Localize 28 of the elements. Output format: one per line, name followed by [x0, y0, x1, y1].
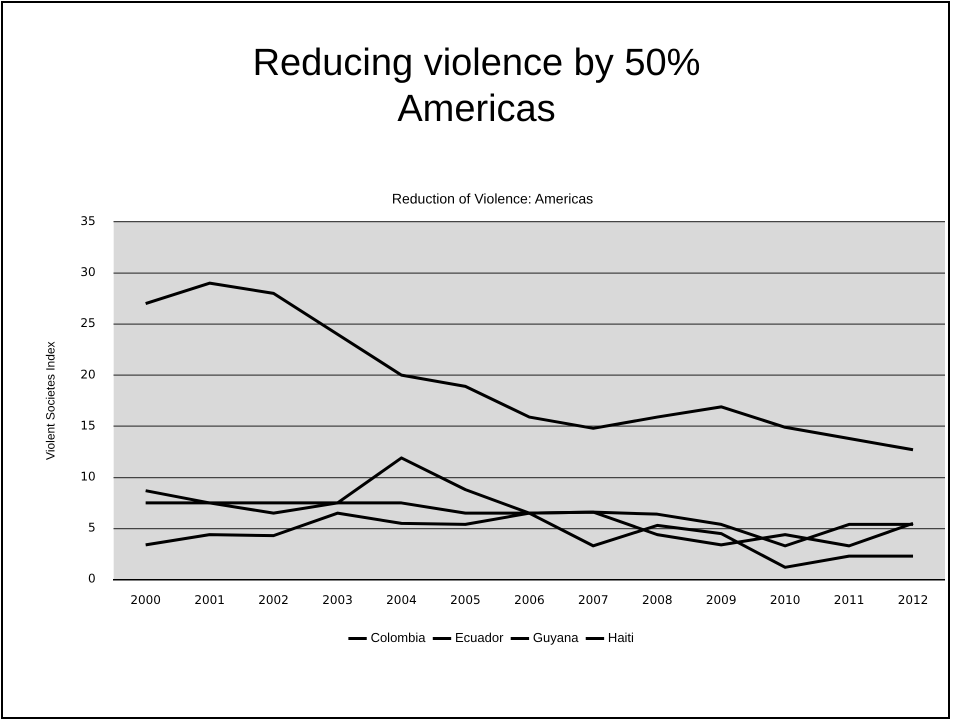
- y-tick-label: 35: [80, 214, 96, 228]
- x-tick-label: 2001: [194, 592, 225, 607]
- x-tick-label: 2009: [706, 592, 736, 607]
- x-tick-label: 2010: [770, 592, 800, 607]
- x-tick-label: 2005: [450, 592, 481, 607]
- y-tick-label: 10: [80, 469, 96, 484]
- x-tick-label: 2012: [898, 592, 928, 607]
- x-tick-label: 2007: [578, 592, 609, 607]
- y-tick-label: 5: [88, 520, 96, 535]
- y-axis-title: Violent Societes Index: [44, 341, 58, 460]
- legend-label: Colombia: [370, 630, 426, 646]
- x-tick-label: 2004: [386, 592, 417, 607]
- x-tick-label: 2000: [130, 592, 161, 607]
- chart-title: Reducing violence by 50% Americas: [252, 41, 702, 132]
- y-tick-label: 15: [80, 418, 96, 432]
- y-tick-label: 20: [80, 367, 96, 382]
- x-tick-label: 2003: [322, 592, 353, 607]
- legend-label: Ecuador: [454, 630, 504, 646]
- legend-label: Haiti: [608, 630, 634, 646]
- x-tick-label: 2008: [642, 592, 673, 607]
- legend-label: Guyana: [532, 630, 580, 646]
- x-tick-label: 2011: [834, 592, 864, 607]
- x-tick-label: 2002: [258, 592, 289, 607]
- chart-subtitle: Reduction of Violence: Americas: [392, 190, 594, 206]
- y-tick-label: 25: [80, 316, 96, 330]
- y-tick-label: 0: [88, 572, 96, 586]
- x-tick-label: 2006: [514, 592, 545, 607]
- y-tick-label: 30: [80, 265, 96, 280]
